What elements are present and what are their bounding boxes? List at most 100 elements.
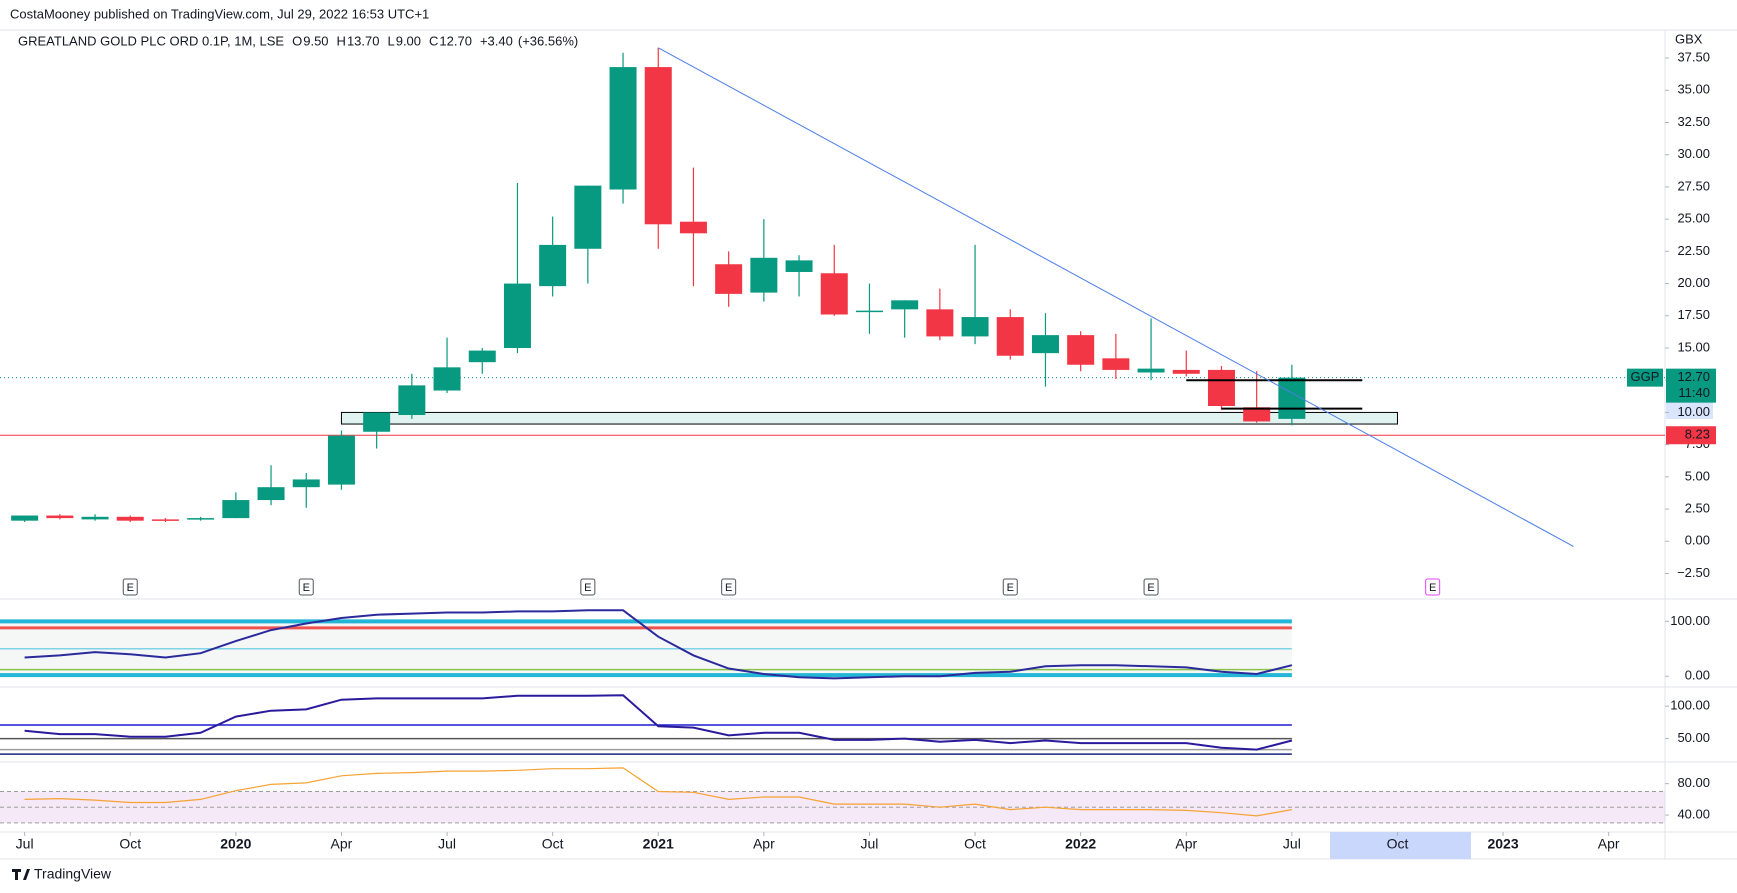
candle-body xyxy=(222,500,250,519)
candle-body xyxy=(151,519,179,521)
candle-body xyxy=(1102,358,1130,370)
candle-body xyxy=(1067,335,1095,365)
x-tick-label: Apr xyxy=(1598,836,1620,852)
earnings-label: E xyxy=(1429,582,1436,594)
change: +3.40 xyxy=(480,33,513,48)
earnings-marker xyxy=(580,578,596,596)
x-tick-label: Oct xyxy=(119,836,141,852)
candle-body xyxy=(926,309,954,337)
earnings-marker xyxy=(721,578,737,596)
trendline xyxy=(658,47,1574,547)
x-tick-label: Apr xyxy=(331,836,353,852)
x-tick-label: 2020 xyxy=(220,836,251,852)
y-tick-label: 35.00 xyxy=(1677,82,1710,97)
y-tick-label: 0.00 xyxy=(1685,668,1710,683)
x-tick-label: Jul xyxy=(438,836,456,852)
x-tick-label: 2021 xyxy=(643,836,674,852)
candle-body xyxy=(785,260,813,272)
y-tick-label: 10.00 xyxy=(1677,404,1710,419)
earnings-label: E xyxy=(1007,582,1014,594)
y-tick-label: 27.50 xyxy=(1677,178,1710,193)
symbol-tag-label: GGP xyxy=(1631,369,1660,384)
y-tick-label: 30.00 xyxy=(1677,146,1710,161)
candle-body xyxy=(820,273,848,315)
candle-body xyxy=(433,367,461,391)
candle-body xyxy=(116,516,144,521)
y-tick-label: 100.00 xyxy=(1670,613,1710,628)
ohlc-value: 13.70 xyxy=(347,33,380,48)
y-tick-label: 2.50 xyxy=(1685,501,1710,516)
y-tick-label: 80.00 xyxy=(1677,775,1710,790)
ohlc-key: O xyxy=(292,33,302,48)
candle-body xyxy=(503,283,531,349)
candle-body xyxy=(468,350,496,363)
candle-body xyxy=(996,317,1024,356)
earnings-marker xyxy=(1143,578,1159,596)
y-tick-label: 50.00 xyxy=(1677,730,1710,745)
candle-body xyxy=(81,516,109,520)
earnings-label: E xyxy=(725,582,732,594)
earnings-label: E xyxy=(1147,582,1154,594)
candle-body xyxy=(292,479,320,488)
ohlc-value: 12.70 xyxy=(439,33,472,48)
support-tag xyxy=(1666,426,1716,445)
x-tick-label: Oct xyxy=(964,836,986,852)
candle-body xyxy=(257,487,285,501)
x-tick-label: Jul xyxy=(16,836,34,852)
indicator-line xyxy=(24,767,1293,817)
earnings-label: E xyxy=(127,582,134,594)
ohlc-key: L xyxy=(387,33,394,48)
footer-brand: TradingView xyxy=(34,866,112,882)
currency: GBX xyxy=(1675,31,1703,46)
x-tick-label: Apr xyxy=(753,836,775,852)
price-tag xyxy=(1666,368,1716,403)
candle-body xyxy=(891,300,919,310)
indicator-line xyxy=(24,609,1293,680)
candle-body xyxy=(961,317,989,337)
candle-body xyxy=(327,435,355,485)
support-tag-label: 8.23 xyxy=(1685,427,1710,442)
ohlc-value: 9.50 xyxy=(303,33,328,48)
y-tick-label: 100.00 xyxy=(1670,698,1710,713)
y-tick-label: 15.00 xyxy=(1677,339,1710,354)
candle-body xyxy=(46,515,74,519)
publisher-line: CostaMooney published on TradingView.com… xyxy=(10,6,429,21)
candle-body xyxy=(1031,335,1059,354)
ohlc-value: 9.00 xyxy=(396,33,421,48)
x-tick-label: 2023 xyxy=(1487,836,1518,852)
candle-body xyxy=(574,185,602,249)
candle-body xyxy=(398,385,426,416)
candle-body xyxy=(679,221,707,234)
earnings-marker xyxy=(122,578,138,596)
symbol-title: GREATLAND GOLD PLC ORD 0.1P, 1M, LSE xyxy=(18,33,284,48)
candle-body xyxy=(715,264,743,294)
candle-body xyxy=(363,412,391,432)
x-tick-label: 2022 xyxy=(1065,836,1096,852)
y-tick-label: 37.50 xyxy=(1677,49,1710,64)
candle-body xyxy=(855,310,883,313)
x-tick-label: Oct xyxy=(1387,836,1409,852)
price-tag-label: 12.70 xyxy=(1677,369,1710,384)
y-tick-label: −2.50 xyxy=(1677,565,1710,580)
ohlc-key: C xyxy=(429,33,438,48)
y-tick-label: 17.50 xyxy=(1677,307,1710,322)
time-range-highlight xyxy=(1330,832,1471,859)
candle-body xyxy=(609,67,637,190)
candle-body xyxy=(1137,368,1165,373)
y-tick-label: 0.00 xyxy=(1685,533,1710,548)
x-tick-label: Jul xyxy=(861,836,879,852)
y-tick-label: 5.00 xyxy=(1685,468,1710,483)
earnings-label: E xyxy=(303,582,310,594)
symbol-tag xyxy=(1627,368,1663,387)
y-tick-label: 32.50 xyxy=(1677,114,1710,129)
x-tick-label: Apr xyxy=(1175,836,1197,852)
candle-body xyxy=(644,67,672,225)
tv-logo xyxy=(12,869,30,880)
earnings-label: E xyxy=(584,582,591,594)
candle-body xyxy=(11,515,39,521)
ohlc-legend: GREATLAND GOLD PLC ORD 0.1P, 1M, LSE O 9.5… xyxy=(18,33,578,48)
x-tick-label: Oct xyxy=(542,836,564,852)
change-pct: (+36.56%) xyxy=(518,33,578,48)
